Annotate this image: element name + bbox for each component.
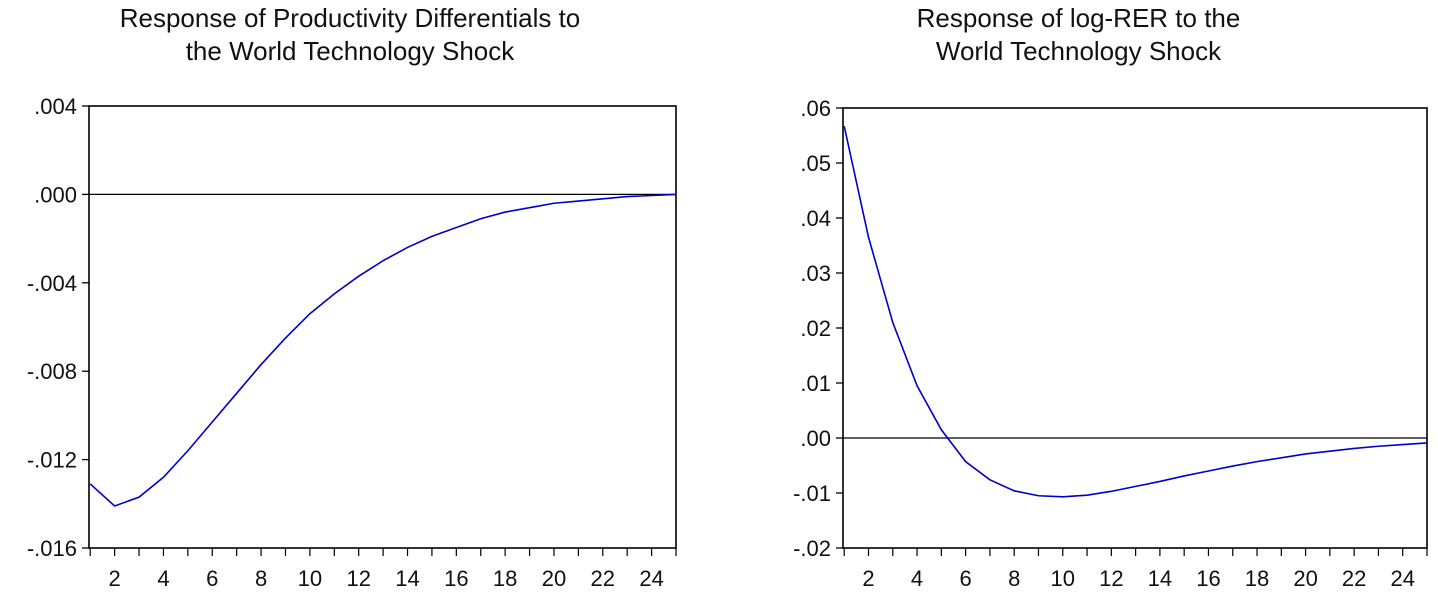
- chart-panel-productivity: Response of Productivity Differentials t…: [20, 2, 680, 591]
- x-tick-label: 12: [1099, 566, 1123, 591]
- x-tick-label: 10: [298, 566, 322, 591]
- x-tick-label: 4: [157, 566, 169, 591]
- x-tick-label: 14: [395, 566, 419, 591]
- x-tick-label: 24: [1390, 566, 1414, 591]
- x-tick-label: 4: [911, 566, 923, 591]
- y-tick-label: -.004: [27, 271, 77, 296]
- series-line: [89, 193, 677, 507]
- x-tick-label: 14: [1148, 566, 1172, 591]
- x-tick-label: 8: [255, 566, 267, 591]
- chart-title-line-1: Response of log-RER to the: [916, 3, 1241, 33]
- x-tick-label: 12: [346, 566, 370, 591]
- series-line: [843, 125, 1428, 498]
- y-tick-label: .05: [800, 151, 831, 176]
- y-tick-label: .04: [800, 206, 831, 231]
- chart-title-line-1: Response of Productivity Differentials t…: [119, 3, 581, 33]
- x-tick-label: 24: [639, 566, 663, 591]
- y-tick-label: .01: [800, 371, 831, 396]
- chart-title-line-2: World Technology Shock: [935, 36, 1222, 66]
- chart-title-line-2: the World Technology Shock: [185, 36, 515, 66]
- x-tick-label: 20: [1293, 566, 1317, 591]
- chart-svg-log-rer: .06.05.04.03.02.01.00-.01-.022 4 6 8 10 12 14 1…: [793, 96, 1428, 591]
- y-tick-label: -.008: [27, 359, 77, 384]
- x-tick-label: 16: [444, 566, 468, 591]
- y-tick-label: -.02: [793, 536, 831, 561]
- x-tick-label: 16: [1196, 566, 1220, 591]
- y-tick-label: -.01: [793, 481, 831, 506]
- x-tick-label: 22: [1342, 566, 1366, 591]
- x-tick-label: 18: [1245, 566, 1269, 591]
- y-tick-label: .03: [800, 261, 831, 286]
- x-tick-label: 22: [591, 566, 615, 591]
- chart-title: Response of log-RER to the World Technol…: [719, 2, 1438, 68]
- y-tick-label: -.016: [27, 536, 77, 561]
- x-tick-label: 8: [1008, 566, 1020, 591]
- y-tick-label: .004: [34, 94, 77, 119]
- plot-frame: [842, 107, 1428, 549]
- x-tick-label: 6: [206, 566, 218, 591]
- x-tick-label: 18: [493, 566, 517, 591]
- x-tick-label: 6: [960, 566, 972, 591]
- y-tick-label: .00: [800, 426, 831, 451]
- y-tick-label: .02: [800, 316, 831, 341]
- chart-panel-log-rer: Response of log-RER to the World Technol…: [719, 0, 1438, 593]
- chart-title: Response of Productivity Differentials t…: [20, 2, 680, 68]
- x-tick-label: 2: [862, 566, 874, 591]
- x-tick-label: 10: [1051, 566, 1075, 591]
- x-tick-label: 20: [542, 566, 566, 591]
- y-tick-label: -.012: [27, 448, 77, 473]
- y-tick-label: .000: [34, 182, 77, 207]
- y-tick-label: .06: [800, 96, 831, 121]
- plot-frame: [88, 105, 677, 549]
- x-tick-label: 2: [109, 566, 121, 591]
